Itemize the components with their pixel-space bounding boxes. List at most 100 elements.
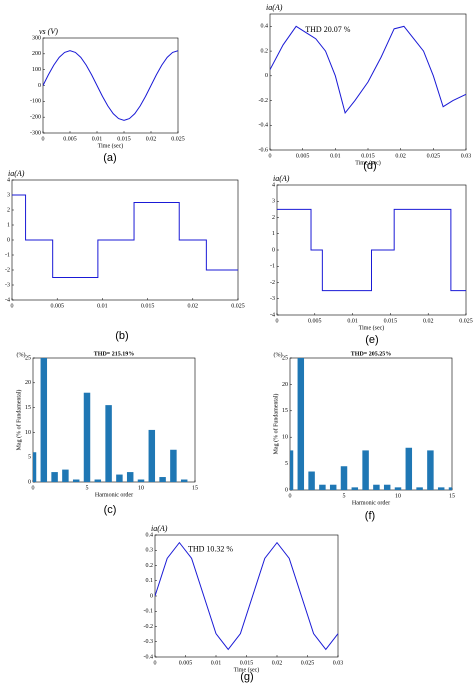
bar <box>416 487 423 490</box>
x-tick-label: 0 <box>42 136 45 142</box>
x-axis-label: Time (sec) <box>359 324 385 331</box>
bar <box>126 472 134 482</box>
x-tick-label: 15 <box>449 493 455 499</box>
panel-label: (e) <box>365 334 378 346</box>
y-unit: (%) <box>274 351 283 358</box>
waveform <box>155 541 338 651</box>
panel-label: (c) <box>104 504 117 516</box>
chart-title: THD= 205.25% <box>351 351 391 357</box>
plot-area <box>43 50 178 121</box>
x-tick-label: 0 <box>276 318 279 324</box>
panel-label: (d) <box>363 160 376 172</box>
panel: 0 0.005 0.01 0.015 0.02 0.025 -4 -3 -2 -1 0 1 2 3 4ia(… <box>5 169 245 342</box>
y-tick-label: 2 <box>7 207 10 213</box>
y-tick-label: 3 <box>7 192 10 198</box>
panel-label: (f) <box>365 510 375 522</box>
y-tick-label: 0 <box>265 73 268 79</box>
bar <box>137 479 145 482</box>
panel-label: (a) <box>103 152 116 164</box>
x-tick-label: 0.005 <box>308 318 322 324</box>
x-tick-label: 10 <box>138 485 144 491</box>
y-tick-label: -4 <box>270 312 275 318</box>
x-tick-label: 0.005 <box>50 303 64 309</box>
x-tick-label: 0.025 <box>459 318 473 324</box>
plot-frame <box>289 357 453 491</box>
bar <box>394 487 402 490</box>
y-axis-label: vs (V) <box>39 27 58 36</box>
y-tick-label: 20 <box>282 382 288 388</box>
y-tick-label: -1 <box>270 264 275 270</box>
y-tick-label: -4 <box>5 297 10 303</box>
x-tick-label: 0.01 <box>92 136 103 142</box>
annotation: THD 10.32 % <box>188 544 233 553</box>
y-tick-label: -0.6 <box>259 147 269 153</box>
y-axis-label: ia(A) <box>151 524 168 533</box>
waveform <box>43 50 178 121</box>
y-axis-label: Mag (% of Fundamental) <box>272 394 279 455</box>
y-tick-label: -300 <box>30 130 41 136</box>
y-tick-label: 0 <box>38 83 41 89</box>
panel: 0 0.005 0.01 0.015 0.02 0.025 -4 -3 -2 -1 0 1 2 3 4 Tim… <box>270 174 473 346</box>
bar <box>83 392 91 482</box>
y-tick-label: -3 <box>5 282 10 288</box>
y-axis-label: ia(A) <box>273 174 290 183</box>
bar <box>373 484 380 490</box>
x-tick-label: 0 <box>11 303 14 309</box>
plot-area <box>12 194 238 278</box>
x-tick-label: 0.005 <box>179 660 193 666</box>
y-tick-label: 1 <box>7 222 10 228</box>
y-tick-label: -200 <box>30 115 41 121</box>
y-tick-label: 0 <box>285 487 288 493</box>
x-tick-label: 0.025 <box>301 660 315 666</box>
y-tick-label: 100 <box>32 67 41 73</box>
bar <box>290 450 294 490</box>
plot-frame <box>42 37 179 134</box>
x-tick-label: 15 <box>192 485 198 491</box>
y-tick-label: 15 <box>25 405 31 411</box>
y-tick-label: 200 <box>32 51 41 57</box>
y-tick-label: 0.4 <box>261 24 269 30</box>
x-axis-label: Harmonic order <box>352 500 390 506</box>
x-tick-label: 0.025 <box>231 303 245 309</box>
x-tick-label: 5 <box>86 485 89 491</box>
y-tick-label: -0.2 <box>259 98 269 104</box>
y-tick-label: 0 <box>7 237 10 243</box>
y-tick-label: 20 <box>25 380 31 386</box>
x-tick-label: 0.01 <box>330 153 341 159</box>
x-tick-label: 0.01 <box>347 318 358 324</box>
bar <box>105 405 112 482</box>
bar <box>62 469 69 482</box>
x-tick-label: 0.025 <box>427 153 441 159</box>
y-tick-label: 5 <box>285 461 288 467</box>
x-tick-label: 0 <box>269 153 272 159</box>
y-tick-label: 1 <box>272 231 275 237</box>
x-tick-label: 0.025 <box>171 136 185 142</box>
x-tick-label: 10 <box>395 493 401 499</box>
x-tick-label: 0.015 <box>361 153 375 159</box>
chart-title: THD= 215.19% <box>94 351 134 357</box>
bar <box>351 487 359 490</box>
y-unit: (%) <box>17 351 26 358</box>
y-tick-label: 25 <box>25 355 31 361</box>
y-tick-label: 5 <box>28 455 31 461</box>
y-tick-label: 300 <box>32 35 41 41</box>
y-axis-label: ia(A) <box>8 169 25 178</box>
x-tick-label: 0.03 <box>333 660 344 666</box>
bar <box>51 472 58 482</box>
x-tick-label: 0.02 <box>395 153 406 159</box>
y-tick-label: -1 <box>5 252 10 258</box>
bar <box>448 487 452 490</box>
bar <box>437 487 445 490</box>
bar <box>159 477 166 482</box>
waveform <box>12 194 238 278</box>
y-tick-label: 3 <box>272 199 275 205</box>
y-tick-label: 25 <box>282 355 288 361</box>
panel-label: (g) <box>240 671 253 683</box>
x-axis-label: Time (sec) <box>355 159 381 166</box>
y-axis-label: Mag (% of Fundamental) <box>15 390 22 451</box>
y-tick-label: 10 <box>25 430 31 436</box>
y-tick-label: -0.1 <box>144 609 154 615</box>
y-tick-label: 4 <box>272 182 275 188</box>
bar <box>405 447 413 490</box>
bar <box>72 479 80 482</box>
